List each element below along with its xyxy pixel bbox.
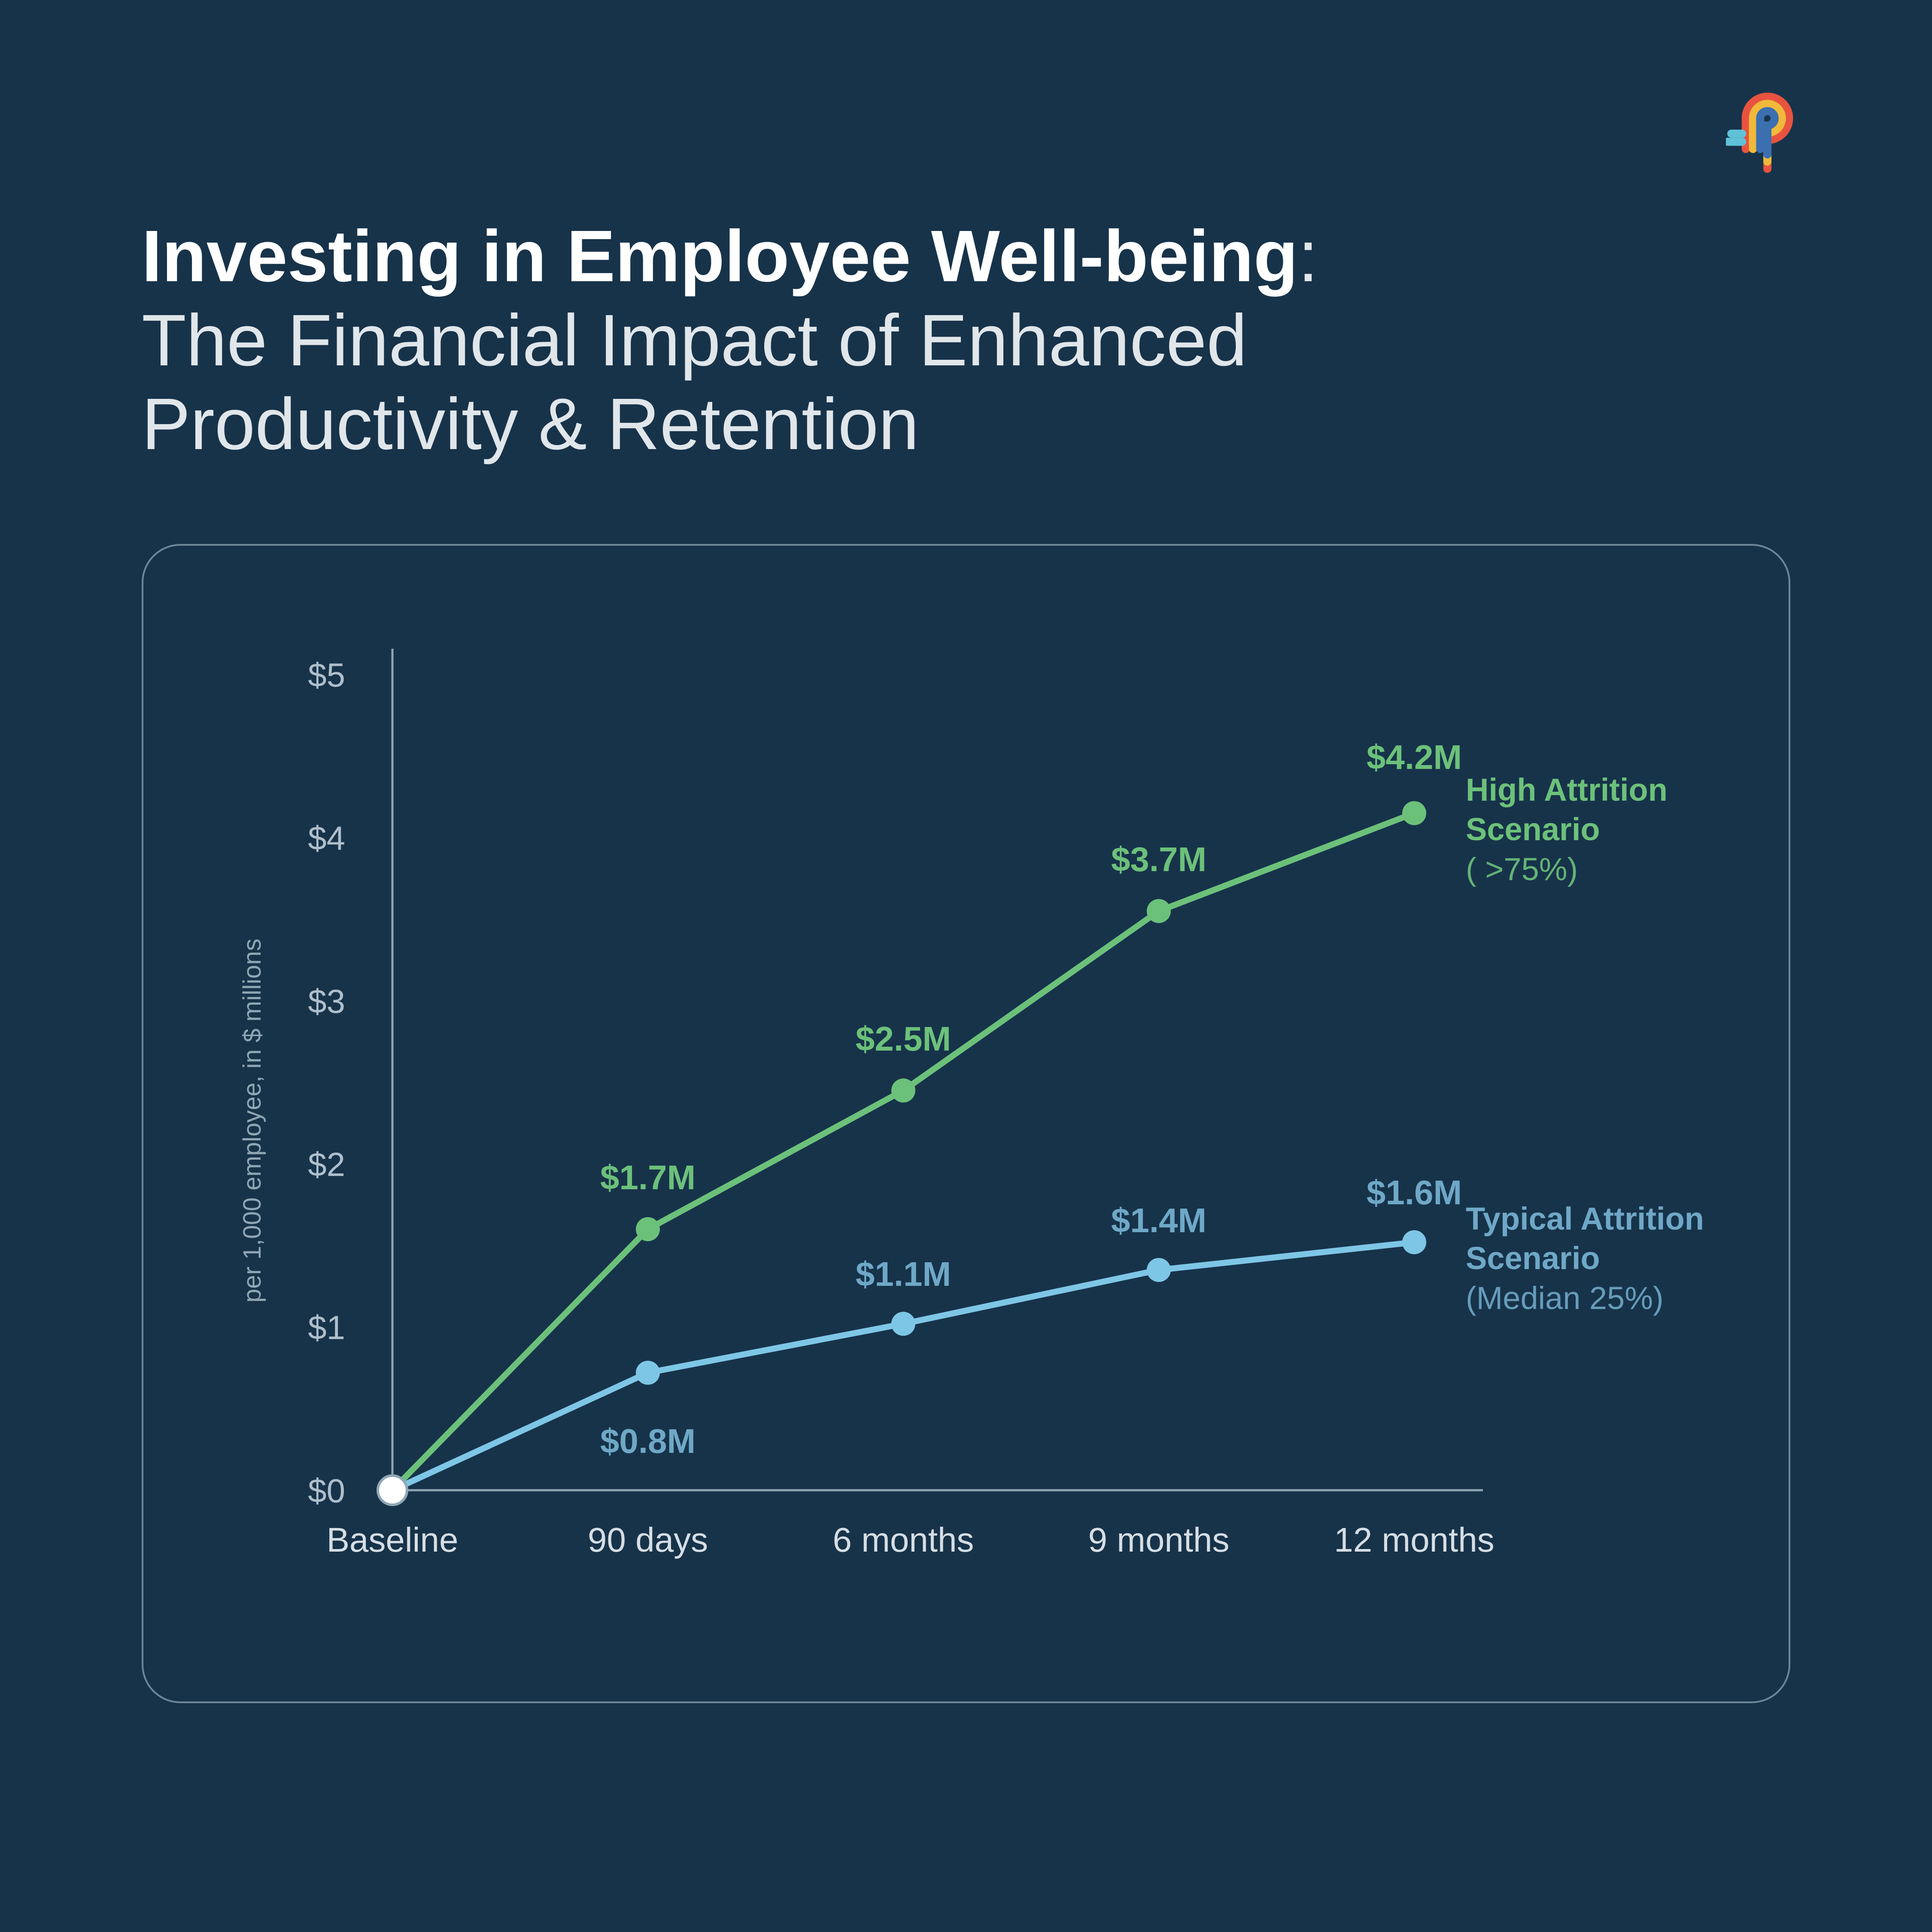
title-colon: : (1298, 216, 1318, 297)
data-label-typical: $0.8M (600, 1422, 696, 1461)
y-tick-label: $2 (272, 1145, 345, 1184)
data-label-typical: $1.4M (1111, 1201, 1206, 1240)
title-subline-2: Productivity & Retention (142, 383, 1790, 467)
origin-marker (378, 1476, 407, 1505)
y-tick-label: $3 (272, 982, 345, 1021)
series-marker-typical (891, 1312, 915, 1336)
y-tick-label: $0 (272, 1471, 345, 1510)
y-axis-title: per 1,000 employee, in $ millions (238, 939, 267, 1303)
data-label-high: $3.7M (1111, 840, 1206, 879)
series-marker-typical (1402, 1230, 1426, 1254)
page-title: Investing in Employee Well-being: The Fi… (142, 215, 1790, 467)
series-marker-high (1147, 899, 1171, 923)
chart-plot-area (367, 674, 1440, 1490)
legend-title: High Attrition Scenario (1466, 770, 1741, 850)
x-tick-label: Baseline (327, 1520, 459, 1560)
y-tick-label: $4 (272, 819, 345, 858)
x-tick-label: 6 months (832, 1520, 974, 1560)
y-tick-label: $5 (272, 656, 345, 695)
data-label-typical: $1.1M (856, 1255, 951, 1294)
x-tick-label: 90 days (588, 1520, 708, 1560)
y-tick-label: $1 (272, 1308, 345, 1347)
series-marker-high (1402, 801, 1426, 825)
series-marker-high (891, 1078, 915, 1103)
chart-card: per 1,000 employee, in $ millions $0 $1 $2… (142, 544, 1790, 1703)
series-line-high (392, 813, 1414, 1490)
legend-typical: Typical Attrition Scenario(Median 25%) (1466, 1199, 1741, 1318)
legend-title: Typical Attrition Scenario (1466, 1199, 1741, 1279)
data-label-high: $1.7M (600, 1158, 696, 1197)
title-bold: Investing in Employee Well-being (142, 216, 1298, 297)
series-marker-typical (636, 1361, 660, 1385)
series-marker-typical (1147, 1258, 1171, 1282)
brand-logo-icon (1726, 86, 1816, 176)
data-label-high: $2.5M (856, 1019, 951, 1059)
x-tick-label: 12 months (1334, 1520, 1495, 1560)
data-label-high: $4.2M (1367, 738, 1462, 777)
title-subline-1: The Financial Impact of Enhanced (142, 299, 1790, 383)
x-tick-label: 9 months (1088, 1520, 1229, 1560)
data-label-typical: $1.6M (1367, 1173, 1462, 1212)
legend-high: High Attrition Scenario( >75%) (1466, 770, 1741, 890)
legend-sub: ( >75%) (1466, 850, 1741, 890)
series-marker-high (636, 1217, 660, 1241)
legend-sub: (Median 25%) (1466, 1279, 1741, 1318)
